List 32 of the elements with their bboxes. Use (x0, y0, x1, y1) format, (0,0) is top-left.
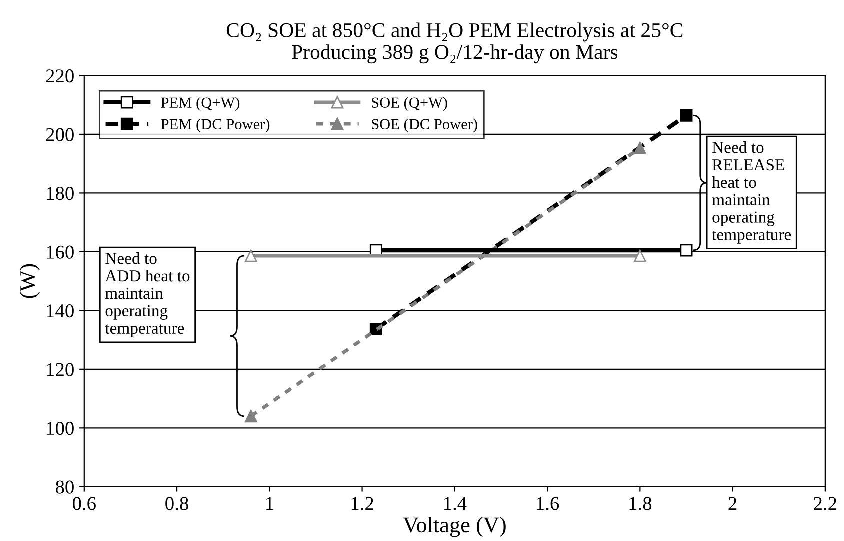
annotation: Need to ADD heat to maintain operating temperature (105, 252, 190, 338)
point (634, 250, 646, 262)
annotation: Need to RELEASE heat to maintain operating temperature (712, 142, 792, 244)
y-tick-label: 80 (56, 480, 74, 494)
x-tick-label: 0.8 (166, 497, 188, 510)
y-tick-label: 160 (47, 246, 74, 259)
legend-label: PEM (Q+W) (161, 97, 240, 112)
x-tick-label: 0.6 (72, 497, 96, 510)
x-tick-label: 1.2 (352, 497, 374, 510)
point (680, 109, 693, 122)
x-tick-label: 1.8 (630, 497, 652, 510)
y-tick-label: 100 (47, 422, 74, 436)
point (680, 244, 693, 257)
point (634, 142, 646, 155)
x-tick-label: 1 (266, 497, 274, 510)
x-tick-label: 1.6 (537, 497, 560, 510)
x-axis-title: Voltage (V) (403, 517, 506, 538)
chart-title: CO₂ SOE at 850°C and H₂O PEM Electrolysis at 25°C Producing 389 g O₂/12-hr-day on Mars (226, 22, 683, 64)
legend-label: SOE (DC Power) (372, 118, 478, 133)
x-tick-label: 2.2 (814, 497, 837, 510)
legend-label: SOE (Q+W) (372, 97, 448, 112)
legend-label: PEM (DC Power) (161, 118, 270, 133)
y-tick-label: 200 (46, 128, 74, 142)
y-tick-label: 220 (46, 70, 74, 83)
point (244, 250, 258, 262)
point (244, 410, 258, 423)
y-tick-label: 140 (47, 304, 74, 318)
x-tick-label: 2 (728, 497, 737, 510)
y-tick-label: 120 (47, 363, 74, 376)
y-axis-title: (W) (20, 264, 40, 298)
x-tick-label: 1.4 (444, 497, 467, 510)
y-tick-label: 180 (47, 187, 74, 200)
